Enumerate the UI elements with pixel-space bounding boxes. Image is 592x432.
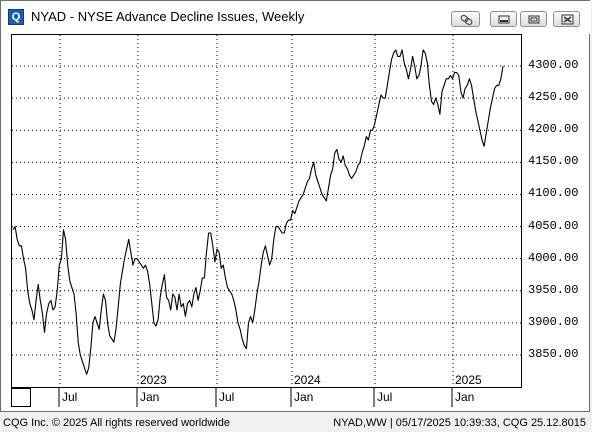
- minimize-icon: [498, 15, 510, 24]
- restore-icon: [528, 15, 540, 24]
- line-chart[interactable]: [12, 35, 521, 387]
- symbol-timestamp-text: NYAD,WW | 05/17/2025 10:39:33, CQG 25.12…: [333, 417, 586, 429]
- y-tick-label: 3850.00: [528, 347, 579, 361]
- y-tick-label: 4150.00: [528, 154, 579, 169]
- y-tick-label: 3950.00: [528, 282, 579, 297]
- x-year-label: 2024: [294, 373, 321, 387]
- link-button[interactable]: [451, 11, 480, 27]
- x-month-label: Jan: [455, 390, 475, 404]
- x-month-label: Jul: [62, 390, 78, 404]
- axis-corner-box: [11, 388, 31, 407]
- y-tick-label: 4300.00: [528, 58, 579, 72]
- link-icon: [460, 14, 473, 26]
- x-axis-ticks: [58, 387, 453, 407]
- y-tick-label: 4200.00: [528, 122, 579, 137]
- x-month-label: Jan: [140, 390, 160, 404]
- window-title: NYAD - NYSE Advance Decline Issues, Week…: [31, 9, 305, 24]
- x-year-label: 2023: [140, 373, 167, 387]
- cqg-app-icon: Q: [8, 9, 24, 25]
- chart-window: Q NYAD - NYSE Advance Decline Issues, We…: [0, 0, 591, 412]
- nyad-series-line: [12, 49, 504, 375]
- close-button[interactable]: [553, 11, 580, 27]
- y-tick-label: 4250.00: [528, 90, 579, 105]
- minimize-button[interactable]: [490, 11, 517, 27]
- status-bar: CQG Inc. © 2025 All rights reserved worl…: [0, 413, 592, 432]
- x-month-label: Jul: [377, 390, 393, 404]
- y-tick-label: 4000.00: [528, 250, 579, 265]
- copyright-text: CQG Inc. © 2025 All rights reserved worl…: [3, 417, 230, 429]
- x-month-label: Jan: [294, 390, 314, 404]
- y-tick-label: 4050.00: [528, 218, 579, 233]
- title-bar[interactable]: Q NYAD - NYSE Advance Decline Issues, We…: [1, 1, 591, 34]
- x-month-label: Jul: [219, 390, 235, 404]
- y-tick-label: 4100.00: [528, 186, 579, 201]
- x-year-label: 2025: [455, 373, 482, 387]
- plot-area[interactable]: [11, 34, 522, 388]
- y-tick-label: 3900.00: [528, 314, 579, 329]
- restore-button[interactable]: [520, 11, 547, 27]
- close-icon: [561, 14, 574, 25]
